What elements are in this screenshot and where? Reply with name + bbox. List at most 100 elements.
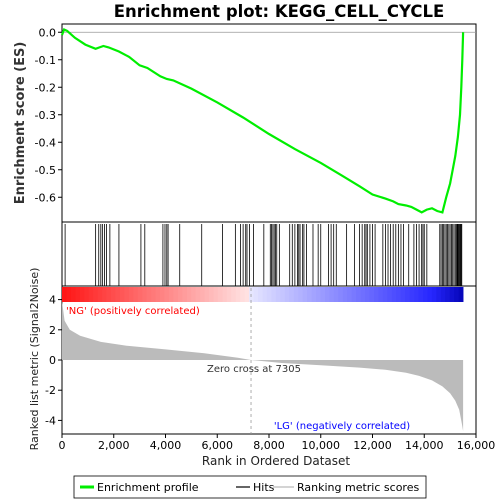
es-y-axis-label: Enrichment score (ES) (13, 42, 28, 205)
metric-y-axis-label: Ranked list metric (Signal2Noise) (28, 268, 41, 451)
heatmap-cell (271, 287, 277, 302)
heatmap-cell (262, 287, 268, 302)
metric-tick-label: 4 (49, 294, 56, 307)
heatmap-cell (186, 287, 192, 302)
heatmap-cell (284, 287, 290, 302)
heatmap-cell (302, 287, 308, 302)
es-tick-label: -0.3 (35, 109, 56, 122)
heatmap-cell (436, 287, 442, 302)
heatmap-cell (137, 287, 143, 302)
heatmap-cell (387, 287, 393, 302)
heatmap-cell (280, 287, 286, 302)
heatmap-cell (342, 287, 348, 302)
positive-correlation-label: 'NG' (positively correlated) (66, 306, 200, 317)
heatmap-cell (382, 287, 388, 302)
es-tick-label: -0.6 (35, 191, 56, 204)
es-tick-label: 0.0 (39, 26, 57, 39)
metric-tick-label: -2 (45, 384, 56, 397)
enrichment-profile-line (60, 28, 465, 214)
heatmap-cell (249, 287, 255, 302)
heatmap-cell (62, 287, 67, 302)
heatmap-cell (79, 287, 85, 302)
heatmap-cell (320, 287, 326, 302)
heatmap-cell (445, 287, 451, 302)
heatmap-cell (454, 287, 460, 302)
heatmap-cell (222, 287, 228, 302)
heatmap-cell (209, 287, 214, 302)
es-tick-label: -0.1 (35, 54, 56, 67)
legend-metric-label: Ranking metric scores (297, 481, 419, 494)
x-tick-label: 8,000 (253, 439, 285, 452)
heatmap-cell (360, 287, 366, 302)
heatmap-cell (253, 287, 259, 302)
heatmap-cell (427, 287, 433, 302)
heatmap-cell (369, 287, 375, 302)
chart-title: Enrichment plot: KEGG_CELL_CYCLE (114, 2, 445, 21)
heatmap-cell (231, 287, 237, 302)
heatmap-cell (275, 287, 281, 302)
heatmap-cell (373, 287, 379, 302)
x-tick-label: 2,000 (98, 439, 130, 452)
heatmap-cell (217, 287, 223, 302)
negative-correlation-label: 'LG' (negatively correlated) (274, 421, 410, 432)
heatmap-cell (93, 287, 99, 302)
heatmap-cell (70, 287, 76, 302)
heatmap-cell (182, 287, 188, 302)
heatmap-cell (298, 287, 304, 302)
heatmap-cell (128, 287, 134, 302)
heatmap-cell (307, 287, 312, 302)
zero-cross-label: Zero cross at 7305 (207, 364, 301, 375)
heatmap-cell (168, 287, 174, 302)
heatmap-cell (195, 287, 201, 302)
heatmap-cell (213, 287, 219, 302)
heatmap-cell (258, 287, 263, 302)
heatmap-cell (418, 287, 424, 302)
es-tick-label: -0.2 (35, 81, 56, 94)
ranking-metric-area (62, 301, 464, 431)
metric-tick-label: -4 (45, 414, 56, 427)
heatmap-cell (440, 287, 446, 302)
heatmap-cell (191, 287, 197, 302)
es-tick-label: -0.5 (35, 164, 56, 177)
x-tick-label: 12,000 (353, 439, 392, 452)
heatmap-cell (226, 287, 232, 302)
heatmap-cell (84, 287, 90, 302)
heatmap-cell (75, 287, 81, 302)
legend-hits-label: Hits (253, 481, 275, 494)
heatmap-cell (146, 287, 152, 302)
heatmap-cell (173, 287, 179, 302)
heatmap-cell (111, 287, 116, 302)
heatmap-cell (329, 287, 335, 302)
heatmap-cell (204, 287, 210, 302)
heatmap-cell (405, 287, 410, 302)
heatmap-cell (324, 287, 330, 302)
heatmap-cell (133, 287, 139, 302)
heatmap-cell (88, 287, 94, 302)
heatmap-cell (106, 287, 112, 302)
heatmap-cell (316, 287, 321, 302)
heatmap-cell (449, 287, 455, 302)
heatmap-cell (400, 287, 406, 302)
heatmap-cell (338, 287, 344, 302)
heatmap-cell (66, 287, 72, 302)
heatmap-cell (414, 287, 419, 302)
hits-panel (61, 221, 477, 287)
heatmap-cell (142, 287, 148, 302)
heatmap-cell (200, 287, 205, 302)
heatmap-cell (431, 287, 437, 302)
metric-tick-label: 2 (49, 324, 56, 337)
heatmap-cell (97, 287, 103, 302)
heatmap-cell (422, 287, 428, 302)
heatmap-cell (396, 287, 402, 302)
heatmap-cell (356, 287, 361, 302)
heatmap-cell (347, 287, 353, 302)
x-axis-label: Rank in Ordered Dataset (202, 454, 350, 468)
heatmap-cell (266, 287, 272, 302)
heatmap-cell (151, 287, 156, 302)
heatmap-cell (391, 287, 397, 302)
es-tick-label: -0.4 (35, 136, 56, 149)
heatmap-cell (160, 287, 165, 302)
heatmap-cell (351, 287, 357, 302)
